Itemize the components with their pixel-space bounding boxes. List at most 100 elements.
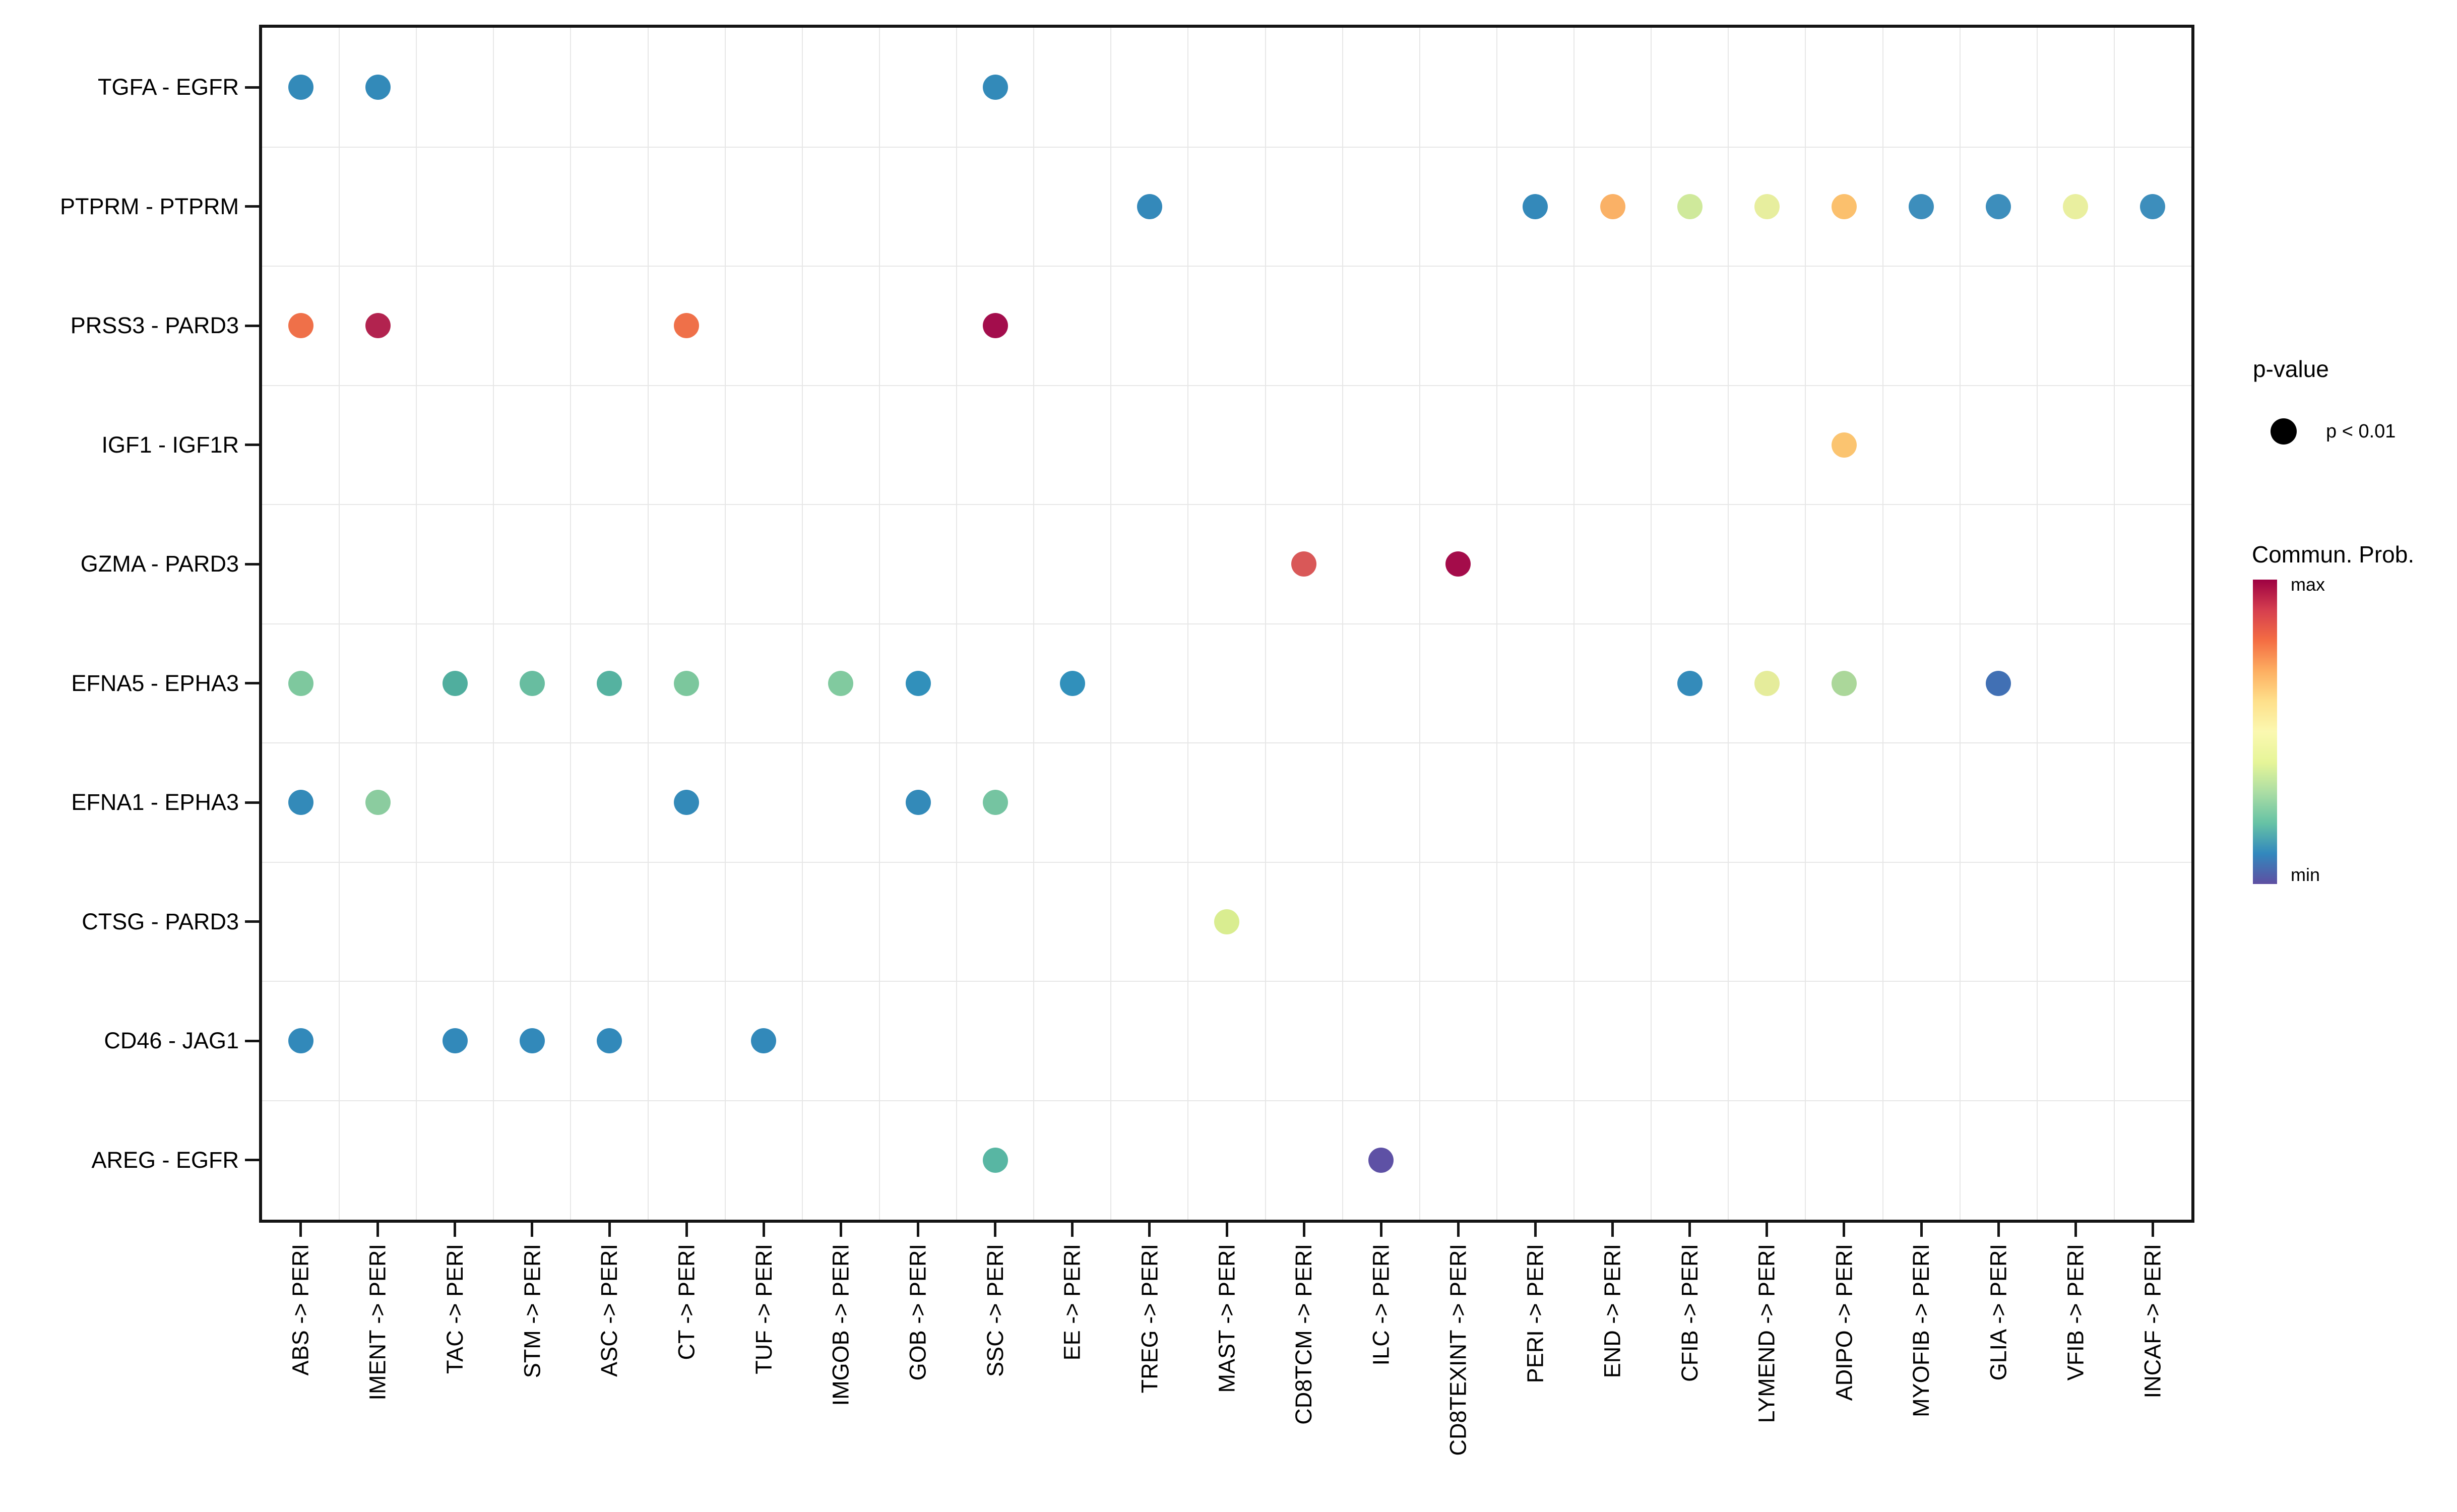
x-axis-label: END -> PERI [1599,1244,1625,1378]
plot-panel-border [259,25,2194,1223]
x-axis-tick [1611,1223,1614,1237]
data-dot [442,1028,468,1054]
y-axis-label: EFNA5 - EPHA3 [71,670,239,696]
gridline-horizontal [262,504,2191,505]
x-axis-tick [608,1223,611,1237]
data-dot [982,1147,1008,1173]
x-axis-label: CFIB -> PERI [1676,1244,1703,1382]
colorbar-gradient [2253,580,2277,884]
x-axis-label: INCAF -> PERI [2139,1244,2166,1399]
x-axis-tick [1997,1223,2000,1237]
x-axis-tick [376,1223,380,1237]
x-axis-tick [1843,1223,1846,1237]
data-dot [519,670,545,696]
y-axis-label: TGFA - EGFR [97,74,239,100]
data-dot [1831,194,1857,219]
x-axis-tick [1071,1223,1074,1237]
x-axis-label: IMGOB -> PERI [828,1244,854,1406]
data-dot [519,1028,545,1054]
x-axis-tick [1766,1223,1769,1237]
data-dot [1291,551,1317,577]
x-axis-label: GLIA -> PERI [1985,1244,2011,1381]
data-dot [288,75,313,100]
y-axis-tick [245,1159,259,1162]
x-axis-tick [762,1223,765,1237]
data-dot [1059,670,1085,696]
x-axis-tick [1379,1223,1382,1237]
x-axis-label: TAC -> PERI [442,1244,468,1374]
x-axis-tick [1225,1223,1228,1237]
y-axis-label: PRSS3 - PARD3 [70,312,239,339]
gridline-horizontal [262,861,2191,863]
data-dot [982,313,1008,339]
y-axis-label: PTPRM - PTPRM [60,193,239,219]
data-dot [905,790,931,815]
data-dot [1986,670,2011,696]
data-dot [1523,194,1548,219]
x-axis-label: ASC -> PERI [596,1244,622,1377]
y-axis-label: EFNA1 - EPHA3 [71,789,239,815]
data-dot [365,313,391,339]
data-dot [1831,432,1857,458]
y-axis-tick [245,1039,259,1042]
x-axis-tick [917,1223,920,1237]
x-axis-label: MYOFIB -> PERI [1908,1244,1934,1417]
data-dot [1445,551,1471,577]
data-dot [1677,194,1703,219]
gridline-horizontal [262,1100,2191,1101]
x-axis-label: MAST -> PERI [1214,1244,1239,1393]
data-dot [1754,670,1780,696]
x-axis-tick [1148,1223,1151,1237]
y-axis-label: IGF1 - IGF1R [101,431,239,458]
x-axis-label: VFIB -> PERI [2062,1244,2089,1381]
data-dot [1677,670,1703,696]
x-axis-tick [994,1223,997,1237]
data-dot [751,1028,777,1054]
x-axis-tick [839,1223,842,1237]
data-dot [674,313,700,339]
data-dot [365,790,391,815]
data-dot [1368,1147,1394,1173]
data-dot [828,670,854,696]
x-axis-tick [531,1223,534,1237]
x-axis-tick [454,1223,457,1237]
x-axis-tick [1920,1223,1923,1237]
pvalue-legend-item-label: p < 0.01 [2326,421,2396,442]
x-axis-label: ILC -> PERI [1368,1244,1394,1366]
gridline-horizontal [262,623,2191,624]
x-axis-tick [299,1223,302,1237]
y-axis-label: CTSG - PARD3 [82,908,239,934]
x-axis-tick [1457,1223,1460,1237]
x-axis-label: LYMEND -> PERI [1753,1244,1780,1423]
data-dot [597,670,622,696]
x-axis-tick [2074,1223,2077,1237]
y-axis-tick [245,682,259,685]
data-dot [905,670,931,696]
data-dot [288,790,313,815]
x-axis-tick [2151,1223,2154,1237]
x-axis-tick [1534,1223,1537,1237]
data-dot [288,670,313,696]
gridline-horizontal [262,146,2191,148]
data-dot [1909,194,1934,219]
y-axis-tick [245,324,259,327]
x-axis-label: TREG -> PERI [1136,1244,1162,1394]
x-axis-label: CD8TEXINT -> PERI [1445,1244,1471,1456]
x-axis-tick [685,1223,688,1237]
y-axis-label: GZMA - PARD3 [80,551,239,577]
data-dot [982,790,1008,815]
x-axis-label: GOB -> PERI [905,1244,931,1381]
data-dot [1600,194,1625,219]
data-dot [1214,909,1239,934]
y-axis-tick [245,86,259,89]
x-axis-label: CT -> PERI [673,1244,700,1360]
data-dot [288,1028,313,1054]
data-dot [674,670,700,696]
y-axis-tick [245,562,259,565]
y-axis-tick [245,205,259,208]
data-dot [1831,670,1857,696]
gridline-horizontal [262,385,2191,386]
y-axis-tick [245,801,259,804]
gridline-horizontal [262,266,2191,267]
